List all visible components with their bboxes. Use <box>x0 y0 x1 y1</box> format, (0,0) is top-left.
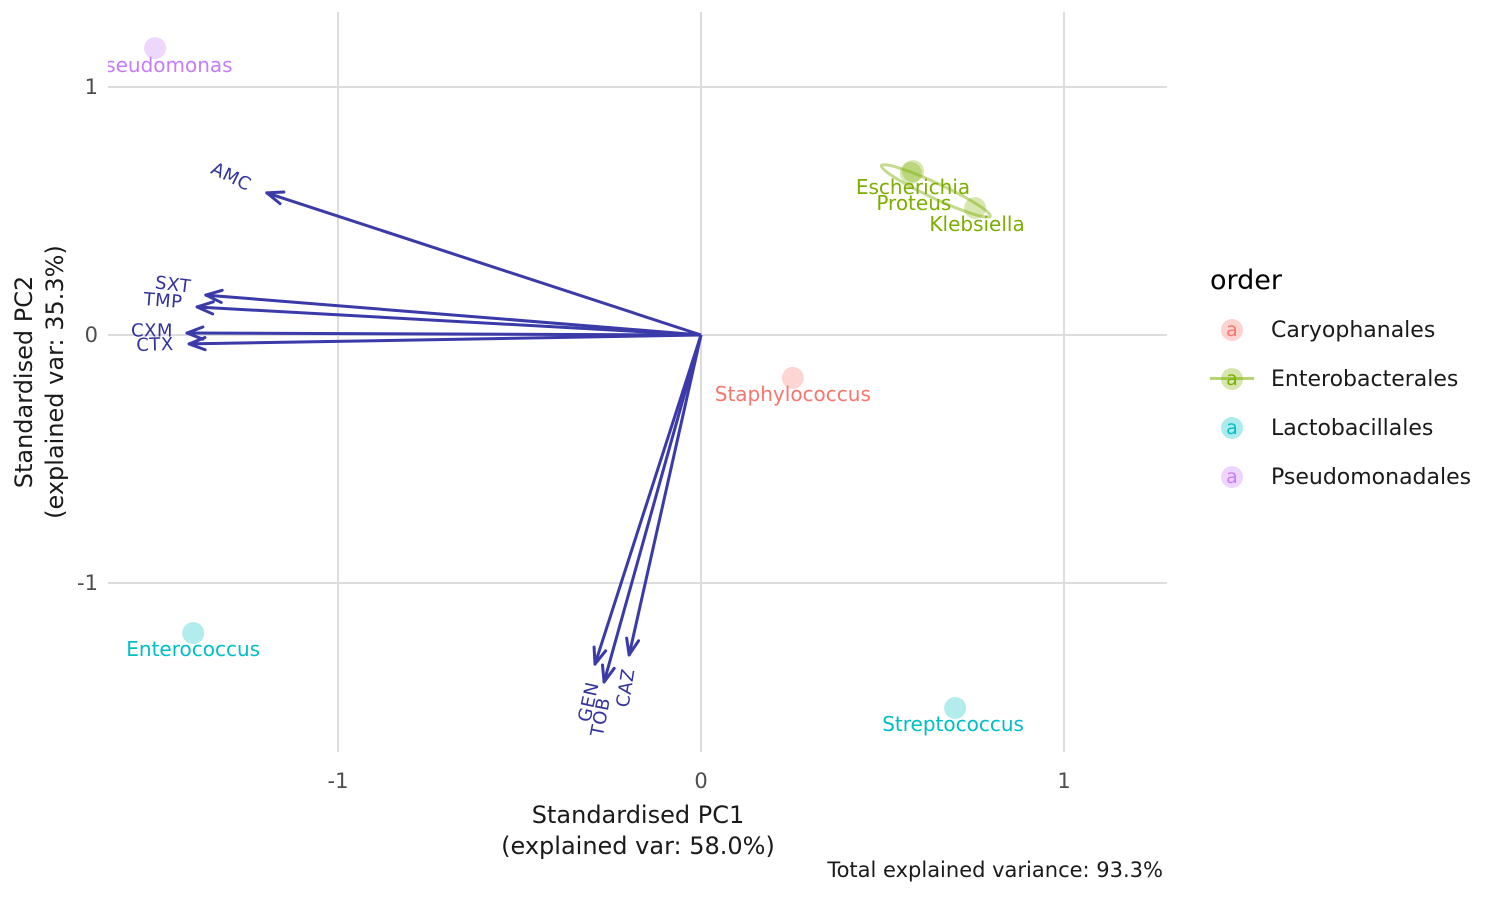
legend-items: a Caryophanales a Enterobacterales a Lactobac… <box>1210 313 1471 494</box>
loading-arrow-caz <box>625 334 703 657</box>
y-tick-label--1: -1 <box>77 571 98 595</box>
legend-key-glyph: a <box>1226 466 1238 488</box>
legend-key-circle <box>1221 417 1243 439</box>
y-tick-label-1: 1 <box>84 75 98 99</box>
legend-key-circle <box>1221 319 1243 341</box>
legend-item-enterobacterales: a Enterobacterales <box>1210 362 1471 396</box>
legend-key-glyph: a <box>1226 319 1238 341</box>
x-tick-label-1: 1 <box>1057 769 1071 793</box>
legend-key-enterobacterales: a <box>1210 362 1254 396</box>
x-tick-label-0: 0 <box>694 769 708 793</box>
y-axis-title-line2: (explained var: 35.3%) <box>41 245 69 519</box>
x-axis-title-line2: (explained var: 58.0%) <box>501 832 775 860</box>
loading-arrow-gen <box>592 334 703 666</box>
legend-key-ellipse-line <box>1210 377 1254 380</box>
point-label-pseudomonas: Pseudomonas <box>108 53 233 78</box>
loading-arrow-amc <box>265 190 702 337</box>
data-point-escherichia <box>901 160 924 183</box>
legend-key-glyph: a <box>1226 368 1238 390</box>
legend-key-circle <box>1221 466 1243 488</box>
legend-item-label: Pseudomonadales <box>1271 464 1472 490</box>
legend-item-label: Enterobacterales <box>1271 366 1459 392</box>
loading-arrow-tob <box>600 334 703 684</box>
data-point-klebsiella <box>964 197 987 220</box>
loading-arrow-tmp <box>195 300 702 337</box>
point-label-escherichia: Escherichia <box>855 175 971 200</box>
legend-item-lactobacillales: a Lactobacillales <box>1210 411 1471 445</box>
data-point-streptococcus <box>944 696 967 719</box>
y-tick-label-0: 0 <box>84 323 98 347</box>
legend: order a Caryophanales a Enterobacterales a La… <box>1210 265 1471 509</box>
point-label-enterococcus: Enterococcus <box>126 637 261 662</box>
legend-key-lactobacillales: a <box>1210 411 1254 445</box>
total-variance-caption: Total explained variance: 93.3% <box>827 858 1163 882</box>
legend-key-pseudomonadales: a <box>1210 460 1254 494</box>
legend-key-caryophanales: a <box>1210 313 1254 347</box>
point-label-streptococcus: Streptococcus <box>882 711 1024 736</box>
legend-key-glyph: a <box>1226 417 1238 439</box>
loading-label-tmp: TMP <box>142 289 184 314</box>
enterobacterales-ellipse <box>879 163 992 219</box>
legend-title: order <box>1210 265 1282 296</box>
x-tick-label--1: -1 <box>327 769 349 793</box>
x-axis-title: Standardised PC1 (explained var: 58.0%) <box>388 800 888 862</box>
x-axis-title-line1: Standardised PC1 <box>531 801 745 829</box>
y-axis-title: Standardised PC2 (explained var: 35.3%) <box>9 122 71 642</box>
data-point-proteus <box>899 162 922 185</box>
point-label-proteus: Proteus <box>876 191 952 216</box>
data-point-enterococcus <box>182 622 205 645</box>
legend-key-circle <box>1221 368 1243 390</box>
y-axis-title-line1: Standardised PC2 <box>10 275 38 489</box>
loading-arrow-sxt <box>204 288 702 337</box>
point-label-klebsiella: Klebsiella <box>929 212 1025 237</box>
legend-item-pseudomonadales: a Pseudomonadales <box>1210 460 1471 494</box>
point-label-staphylococcus: Staphylococcus <box>714 381 871 406</box>
loading-label-ctx: CTX <box>136 333 175 356</box>
loading-arrow-ctx <box>187 333 702 352</box>
legend-item-label: Caryophanales <box>1271 317 1436 343</box>
data-point-pseudomonas <box>144 37 167 60</box>
legend-item-caryophanales: a Caryophanales <box>1210 313 1471 347</box>
plot-canvas <box>108 12 1167 752</box>
data-point-staphylococcus <box>781 366 804 389</box>
legend-item-label: Lactobacillales <box>1271 415 1434 441</box>
